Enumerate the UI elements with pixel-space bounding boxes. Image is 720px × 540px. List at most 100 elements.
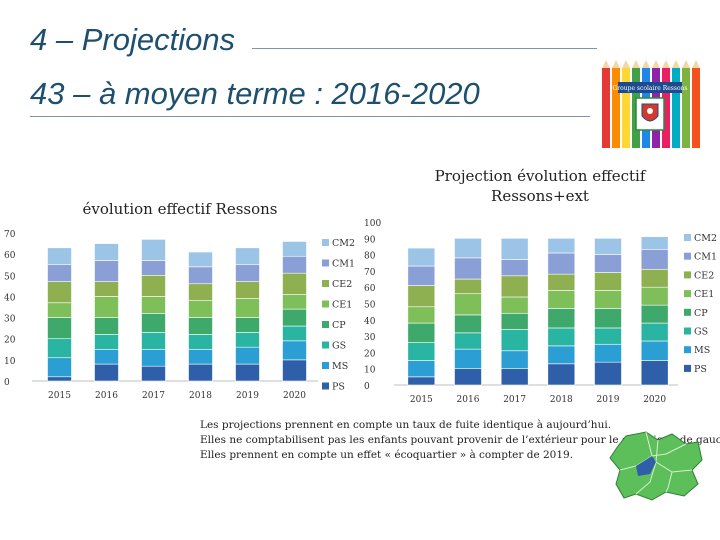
- x-tick-label: 2020: [283, 391, 306, 401]
- bar-segment-ms-2019: [235, 346, 260, 365]
- legend-swatch-ms: [684, 346, 691, 354]
- x-tick-label: 2018: [550, 395, 573, 405]
- bar-segment-ps-2017: [141, 365, 166, 382]
- pencil-tip-icon: [622, 60, 630, 68]
- legend-swatch-ce2: [322, 280, 329, 287]
- bar-segment-ms-2017: [141, 348, 166, 367]
- logo-banner-text: Groupe scolaire Ressons: [612, 85, 687, 92]
- bar-segment-ms-2018: [188, 348, 213, 365]
- y-tick-label: 10: [4, 357, 16, 367]
- pencil-icon: [682, 68, 690, 148]
- bar-segment-cp-2020: [282, 308, 307, 327]
- legend-swatch-ce1: [322, 300, 329, 308]
- legend-swatch-ps: [322, 382, 329, 390]
- bar-segment-ce1-2015: [47, 302, 72, 318]
- school-logo: Groupe scolaire Ressons: [598, 60, 702, 150]
- bar-segment-cm1-2019: [594, 254, 622, 273]
- legend-swatch-cp: [322, 321, 329, 328]
- bar-segment-gs-2019: [235, 332, 260, 348]
- note-line: Elles ne comptabilisent pas les enfants …: [200, 434, 720, 446]
- y-tick-label: 20: [364, 349, 376, 359]
- legend-swatch-cm1: [684, 252, 691, 260]
- bar-segment-cm2-2018: [547, 238, 576, 254]
- bar-segment-gs-2015: [47, 338, 72, 359]
- bar-segment-ce2-2018: [547, 273, 576, 291]
- bar-segment-ps-2016: [454, 368, 482, 386]
- bar-segment-gs-2018: [547, 327, 576, 347]
- bar-segment-cm1-2017: [141, 260, 166, 276]
- bar-segment-ce2-2020: [640, 268, 669, 288]
- legend-label-cm1: CM1: [332, 259, 355, 270]
- right-chart-title: Projection évolution effectif Ressons+ex…: [434, 167, 646, 205]
- bar-segment-ce1-2016: [94, 296, 119, 318]
- y-tick-label: 30: [4, 315, 16, 325]
- bar-segment-ps-2015: [407, 376, 436, 386]
- legend-swatch-ce1: [684, 290, 691, 298]
- bar-segment-cp-2020: [640, 304, 669, 324]
- x-tick-label: 2015: [410, 395, 433, 405]
- bar-segment-cm2-2016: [454, 238, 482, 259]
- bar-segment-cp-2019: [594, 308, 622, 329]
- bar-segment-ce1-2016: [454, 293, 482, 316]
- pencil-tip-icon: [662, 60, 670, 68]
- bar-segment-ce1-2017: [500, 296, 529, 314]
- legend-label-ce1: CE1: [694, 289, 714, 300]
- legend-swatch-cm2: [322, 239, 329, 246]
- bar-segment-cm1-2015: [47, 264, 72, 282]
- legend-label-ce2: CE2: [332, 279, 352, 290]
- legend-swatch-gs: [684, 327, 691, 335]
- legend-swatch-ce2: [684, 271, 691, 279]
- bar-segment-ce2-2015: [407, 285, 436, 308]
- bar-segment-ms-2018: [547, 345, 576, 365]
- bar-segment-cm2-2019: [235, 247, 260, 266]
- y-tick-label: 40: [4, 293, 16, 303]
- legend-label-cm1: CM1: [694, 252, 717, 263]
- notes-block: Les projections prennent en compte un ta…: [200, 418, 720, 463]
- x-tick-label: 2017: [142, 391, 165, 401]
- pencil-tip-icon: [682, 60, 690, 68]
- bar-segment-cp-2018: [547, 308, 576, 329]
- bar-segment-gs-2018: [188, 334, 213, 350]
- y-tick-label: 60: [4, 251, 16, 261]
- y-tick-label: 50: [4, 272, 16, 282]
- legend-label-ms: MS: [694, 345, 710, 356]
- bar-segment-ce2-2019: [235, 281, 260, 299]
- y-tick-label: 100: [364, 219, 381, 229]
- legend-swatch-gs: [322, 341, 329, 349]
- bar-segment-cm1-2016: [454, 257, 482, 280]
- bar-segment-gs-2020: [640, 322, 669, 342]
- bar-segment-ce1-2019: [594, 290, 622, 309]
- legend-swatch-cp: [684, 308, 691, 316]
- bar-segment-cp-2017: [500, 312, 529, 330]
- legend-label-cp: CP: [332, 320, 346, 331]
- bar-segment-cm1-2020: [640, 249, 669, 270]
- legend-label-gs: GS: [332, 341, 346, 352]
- pencil-icon: [672, 68, 680, 148]
- bar-segment-ms-2017: [500, 350, 529, 369]
- legend-swatch-cm1: [322, 259, 329, 267]
- bar-segment-ps-2020: [282, 359, 307, 382]
- legend-label-cp: CP: [694, 308, 708, 319]
- y-tick-label: 60: [364, 284, 376, 294]
- y-tick-label: 80: [364, 252, 376, 262]
- town-map: [606, 426, 708, 504]
- bar-segment-ce1-2017: [141, 296, 166, 314]
- x-tick-label: 2017: [503, 395, 526, 405]
- x-tick-label: 2019: [236, 391, 259, 401]
- bar-segment-ce2-2016: [94, 281, 119, 297]
- bar-segment-cp-2016: [454, 314, 482, 334]
- bar-segment-gs-2020: [282, 325, 307, 342]
- legend-label-ce1: CE1: [332, 300, 352, 311]
- pencil-tip-icon: [612, 60, 620, 68]
- pencil-icon: [662, 68, 670, 148]
- note-line: Les projections prennent en compte un ta…: [200, 419, 612, 431]
- bar-segment-ce2-2018: [188, 283, 213, 301]
- bar-segment-gs-2017: [141, 332, 166, 350]
- bar-segment-ce2-2020: [282, 272, 307, 295]
- bar-segment-ce1-2019: [235, 298, 260, 318]
- bar-segment-gs-2015: [407, 342, 436, 361]
- slide-title: 4 – Projections: [30, 22, 236, 57]
- bar-segment-cm2-2018: [188, 251, 213, 268]
- bar-segment-cm2-2015: [47, 247, 72, 266]
